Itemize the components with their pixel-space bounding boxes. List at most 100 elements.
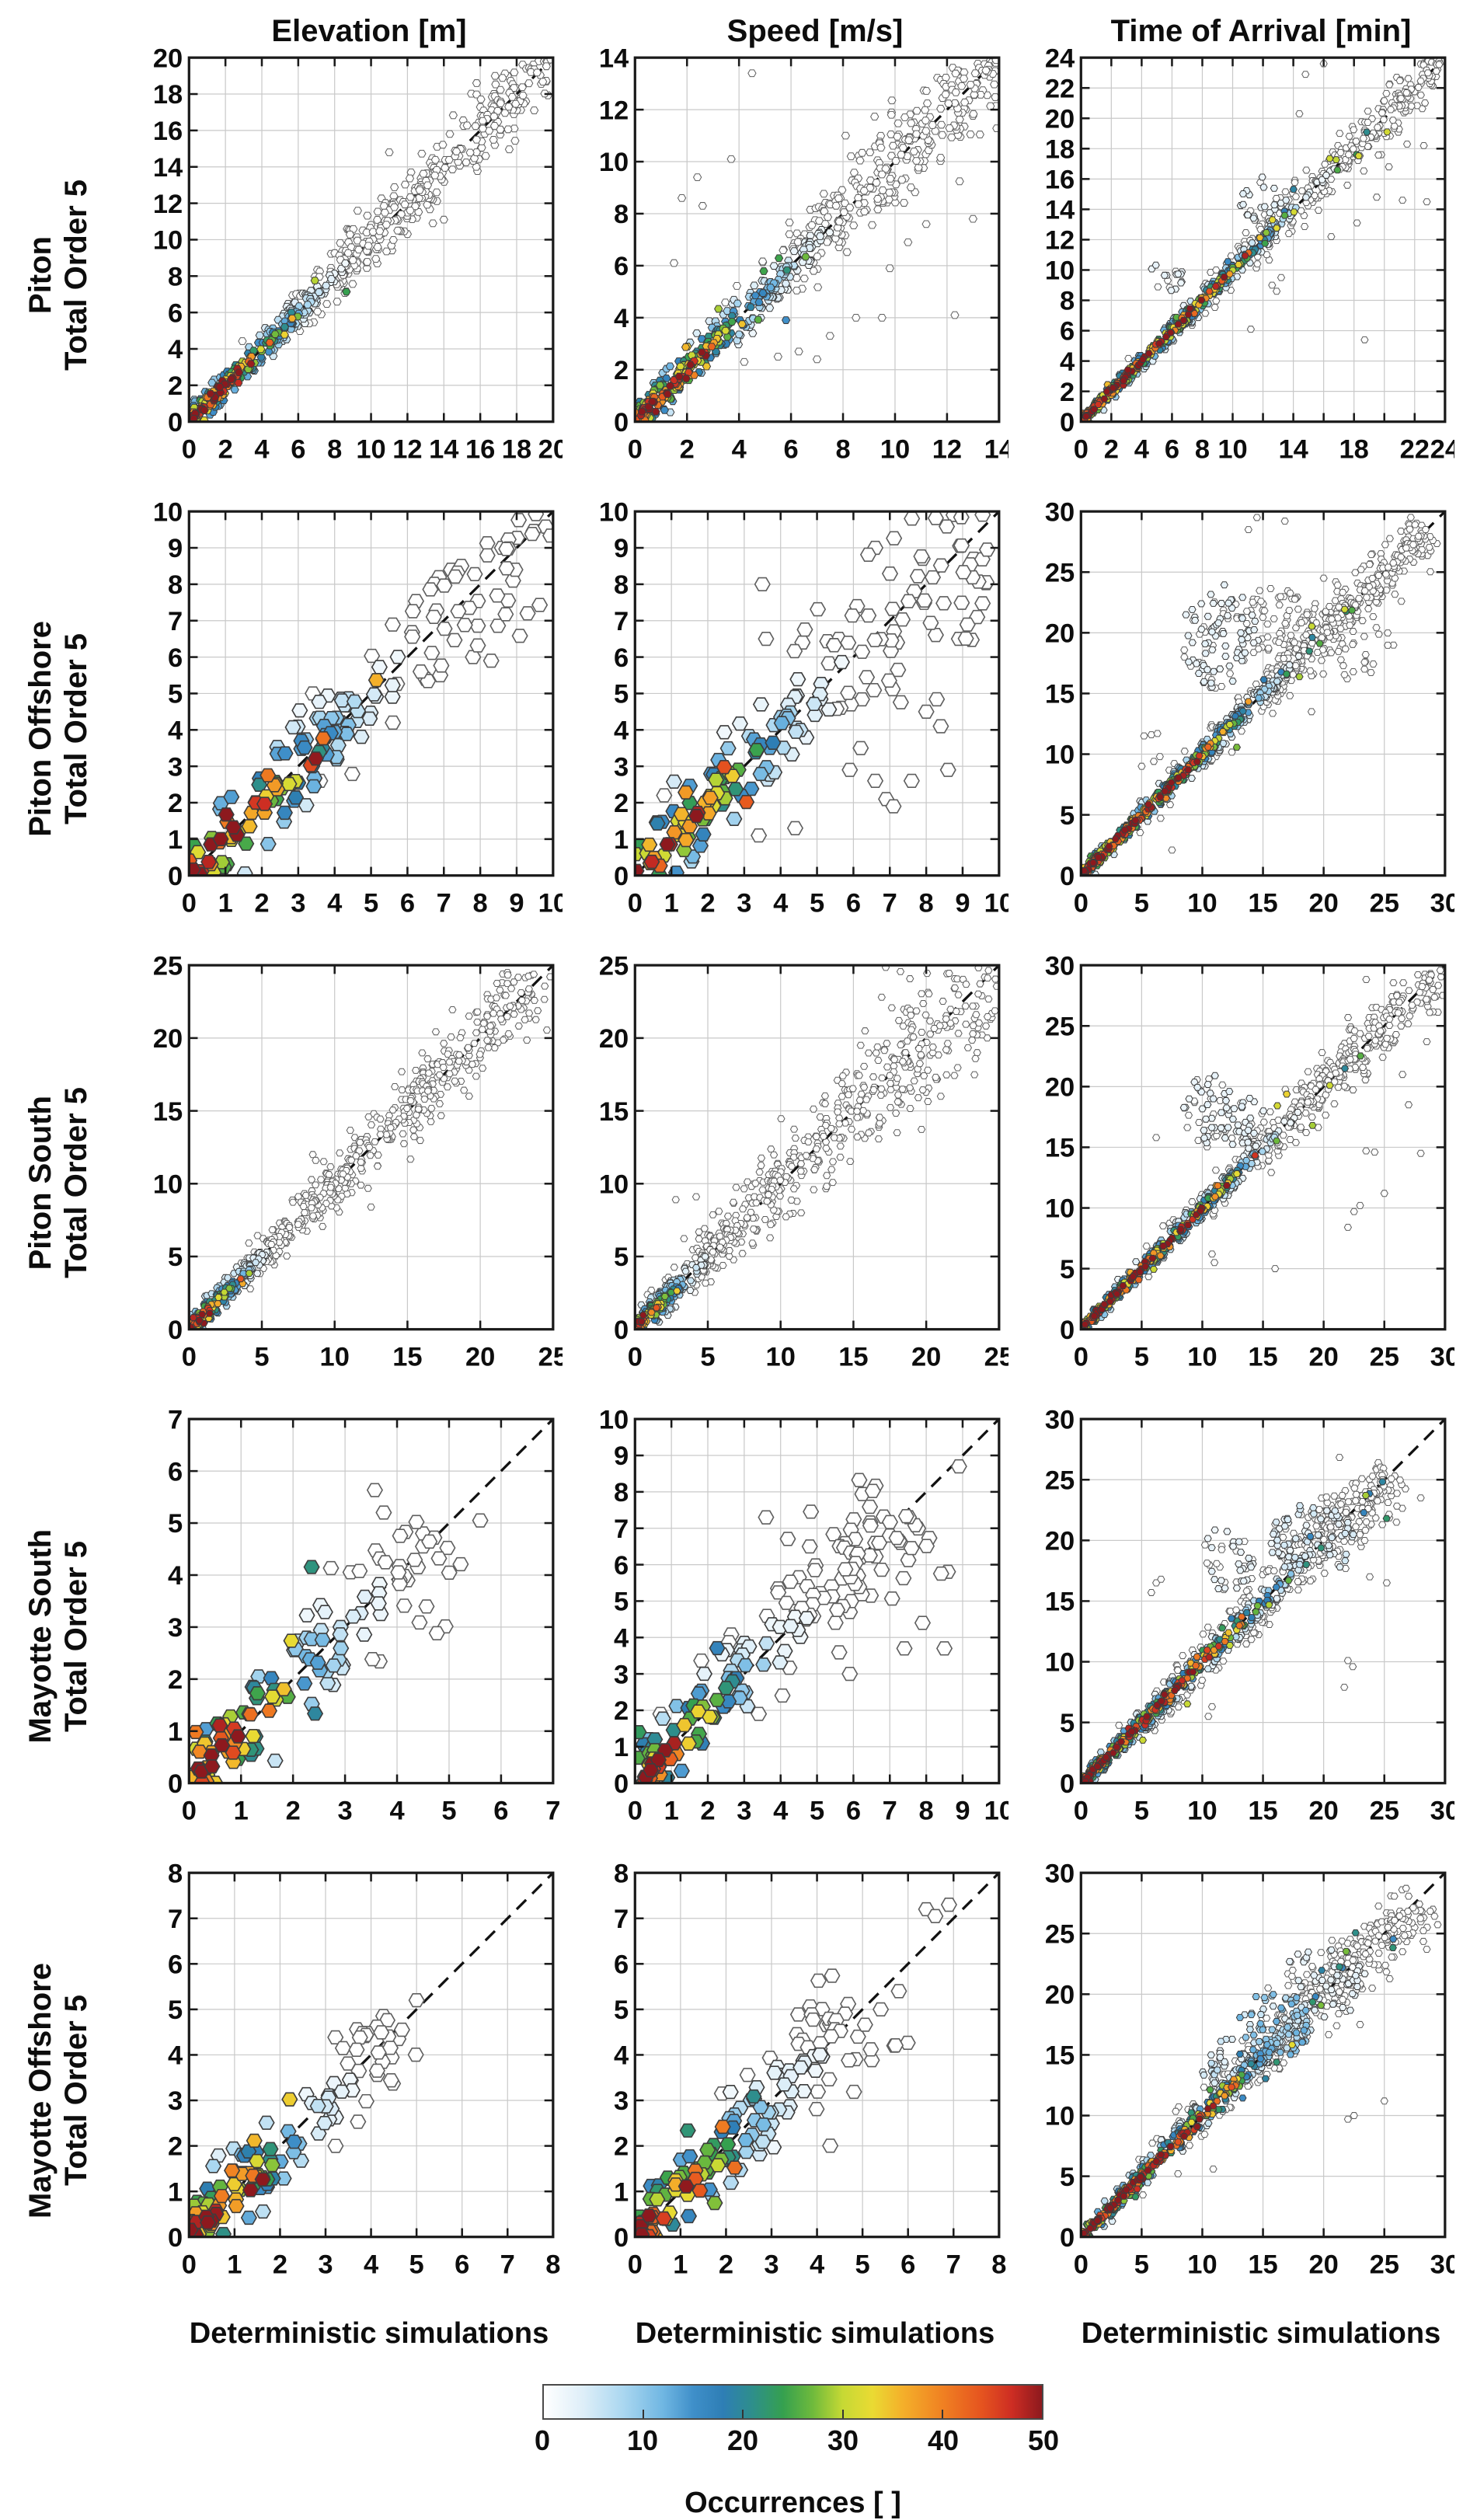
svg-text:14: 14 <box>1278 434 1308 464</box>
svg-text:9: 9 <box>614 534 629 563</box>
svg-text:0: 0 <box>1074 434 1089 464</box>
svg-text:6: 6 <box>614 252 629 281</box>
colorbar-tick-label: 10 <box>627 2424 658 2457</box>
svg-text:8: 8 <box>1060 287 1075 316</box>
svg-text:8: 8 <box>473 888 488 918</box>
svg-text:2: 2 <box>680 434 695 464</box>
svg-text:14: 14 <box>153 153 183 183</box>
svg-text:0: 0 <box>628 434 643 464</box>
svg-text:0: 0 <box>168 408 183 437</box>
svg-text:4: 4 <box>168 335 183 364</box>
svg-text:15: 15 <box>392 1342 422 1372</box>
svg-text:10: 10 <box>153 502 183 527</box>
svg-text:15: 15 <box>1045 680 1075 709</box>
svg-text:0: 0 <box>168 862 183 891</box>
colorbar-tick-mark <box>742 2410 744 2418</box>
svg-text:18: 18 <box>1045 134 1075 164</box>
svg-text:0: 0 <box>614 862 629 891</box>
svg-text:8: 8 <box>614 570 629 600</box>
svg-text:20: 20 <box>153 48 183 73</box>
svg-text:24: 24 <box>1045 48 1075 73</box>
svg-text:10: 10 <box>153 226 183 256</box>
svg-text:12: 12 <box>1045 226 1075 256</box>
svg-text:20: 20 <box>153 1024 183 1054</box>
hexbin-panel-mayotte-south-time-of-arrival: 051015202530051015202530 <box>1008 1410 1454 1863</box>
figure-row-piton: Piton Total Order 5 02468101214161820024… <box>0 48 1470 502</box>
row-label-piton-offshore: Piton Offshore Total Order 5 <box>0 502 117 956</box>
svg-text:0: 0 <box>628 888 643 918</box>
svg-text:20: 20 <box>465 1342 495 1372</box>
svg-text:5: 5 <box>614 680 629 709</box>
svg-text:1: 1 <box>218 888 233 918</box>
column-titles: Elevation [m] Speed [m/s] Time of Arriva… <box>0 0 1470 48</box>
colorbar-tick-label: 20 <box>727 2424 758 2457</box>
svg-text:30: 30 <box>1430 888 1454 918</box>
svg-text:6: 6 <box>784 434 799 464</box>
svg-text:15: 15 <box>153 1097 183 1127</box>
svg-text:18: 18 <box>1339 434 1369 464</box>
row-label-subtitle: Total Order 5 <box>58 633 94 824</box>
svg-text:0: 0 <box>1060 862 1075 891</box>
hexbin-panel-piton-elevation: 0246810121416182002468101214161820 <box>117 48 563 502</box>
svg-text:7: 7 <box>883 888 897 918</box>
svg-text:6: 6 <box>846 888 861 918</box>
svg-text:25: 25 <box>1045 558 1075 587</box>
svg-text:14: 14 <box>599 48 629 73</box>
row-label-mayotte-offshore: Mayotte Offshore Total Order 5 <box>0 1863 117 2317</box>
svg-text:8: 8 <box>168 570 183 600</box>
svg-text:9: 9 <box>955 888 970 918</box>
svg-text:0: 0 <box>182 434 197 464</box>
x-axis-title-time-of-arrival: Deterministic simulations <box>1038 2317 1470 2351</box>
svg-text:2: 2 <box>1104 434 1119 464</box>
svg-text:2: 2 <box>1060 378 1075 407</box>
row-label-subtitle: Total Order 5 <box>58 1541 94 1732</box>
svg-text:6: 6 <box>1165 434 1179 464</box>
svg-text:14: 14 <box>429 434 458 464</box>
colorbar-tick-mark <box>643 2410 644 2418</box>
svg-text:5: 5 <box>168 680 183 709</box>
svg-text:22: 22 <box>1045 74 1075 103</box>
svg-text:10: 10 <box>538 888 563 918</box>
svg-text:12: 12 <box>153 190 183 219</box>
svg-text:16: 16 <box>465 434 495 464</box>
colorbar-tick-label: 50 <box>1028 2424 1059 2457</box>
colorbar-tick-mark <box>942 2410 943 2418</box>
svg-text:4: 4 <box>614 716 629 745</box>
svg-text:12: 12 <box>392 434 422 464</box>
colorbar-title: Occurrences [ ] <box>542 2487 1043 2520</box>
svg-text:0: 0 <box>182 888 197 918</box>
svg-text:25: 25 <box>1370 888 1399 918</box>
svg-text:8: 8 <box>835 434 850 464</box>
svg-text:2: 2 <box>614 789 629 818</box>
svg-text:10: 10 <box>1187 888 1217 918</box>
column-title-speed: Speed [m/s] <box>592 14 1038 48</box>
svg-text:2: 2 <box>700 888 715 918</box>
svg-text:20: 20 <box>1045 619 1075 649</box>
colorbar-tick-mark <box>842 2410 844 2418</box>
svg-text:0: 0 <box>168 1316 183 1345</box>
colorbar-tick-label: 40 <box>928 2424 959 2457</box>
svg-text:3: 3 <box>291 888 305 918</box>
svg-text:3: 3 <box>168 752 183 782</box>
svg-text:4: 4 <box>614 304 629 333</box>
svg-text:8: 8 <box>1195 434 1210 464</box>
svg-text:2: 2 <box>168 371 183 401</box>
svg-text:0: 0 <box>182 1342 197 1372</box>
svg-text:1: 1 <box>664 888 679 918</box>
svg-text:20: 20 <box>538 434 563 464</box>
svg-text:12: 12 <box>599 96 629 125</box>
svg-text:15: 15 <box>1248 888 1277 918</box>
svg-text:4: 4 <box>254 434 269 464</box>
svg-text:14: 14 <box>984 434 1008 464</box>
row-label-subtitle: Total Order 5 <box>58 180 94 371</box>
row-label-location: Mayotte Offshore <box>23 1963 58 2219</box>
hexbin-panel-piton-speed: 0246810121402468101214 <box>563 48 1008 502</box>
row-label-subtitle: Total Order 5 <box>58 1995 94 2186</box>
svg-text:4: 4 <box>732 434 747 464</box>
svg-text:0: 0 <box>1060 408 1075 437</box>
